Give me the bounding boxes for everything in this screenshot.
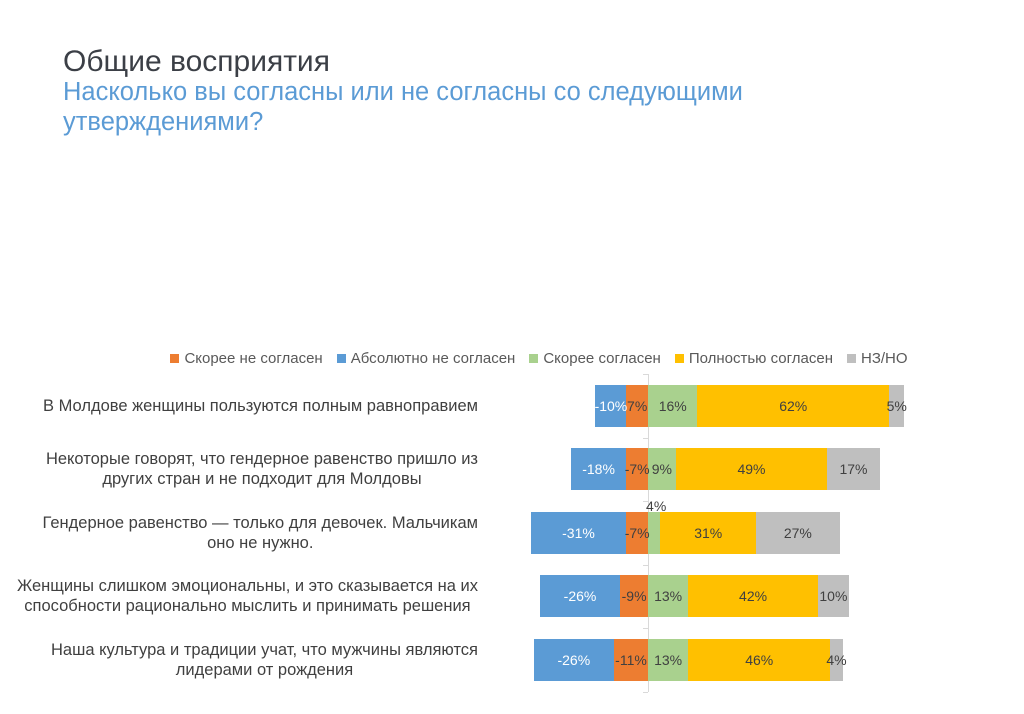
bar-segment xyxy=(614,638,648,681)
legend-label: Скорее не согласен xyxy=(184,349,323,367)
legend-item: Полностью согласен xyxy=(674,349,833,367)
data-label: 13% xyxy=(654,651,683,668)
category-label: Наша культура и традиции учат, что мужчи… xyxy=(50,640,478,679)
legend-label: Абсолютно не согласен xyxy=(350,349,516,367)
data-label: -7% xyxy=(624,524,650,541)
bar-segment xyxy=(626,448,648,491)
bar-segment xyxy=(626,384,648,427)
axis-tick xyxy=(643,374,648,375)
bar-segment xyxy=(817,575,849,618)
category-label: Гендерное равенство — только для девочек… xyxy=(42,513,478,552)
data-label: 4% xyxy=(826,651,847,668)
data-label: -18% xyxy=(582,461,615,478)
bar-segment xyxy=(626,511,648,554)
data-label: -31% xyxy=(562,524,595,541)
bar-segment xyxy=(648,575,689,618)
category-label: В Молдове женщины пользуются полным равн… xyxy=(42,396,478,415)
data-label: 9% xyxy=(651,461,673,478)
slide-title: Общие восприятия xyxy=(63,45,330,78)
legend-swatch-icon xyxy=(529,353,539,363)
bar-segment xyxy=(688,638,831,681)
data-label: 4% xyxy=(646,497,667,514)
data-label: 42% xyxy=(739,588,768,605)
data-label: 46% xyxy=(745,651,774,668)
bar-segment xyxy=(648,448,676,491)
bar-segment xyxy=(648,511,661,554)
bar-segment xyxy=(688,575,818,618)
data-label: 62% xyxy=(779,397,808,414)
axis-tick xyxy=(643,692,648,693)
bar-segment xyxy=(539,575,621,618)
bar-segment xyxy=(570,448,627,491)
data-label: 16% xyxy=(658,397,687,414)
bar-segment xyxy=(530,511,627,554)
bar-segment xyxy=(697,384,890,427)
legend-item: Скорее согласен xyxy=(529,349,661,367)
data-label: 5% xyxy=(886,397,907,414)
data-label: -10% xyxy=(594,397,628,414)
bar-segment xyxy=(595,384,627,427)
bar-segment xyxy=(889,384,905,427)
bar-segment xyxy=(827,448,880,491)
data-label: -26% xyxy=(563,588,597,605)
bar-segment xyxy=(648,384,698,427)
bar-segment xyxy=(620,575,648,618)
data-label: 49% xyxy=(737,461,766,478)
bar-segment xyxy=(830,638,843,681)
legend-swatch-icon xyxy=(674,353,684,363)
data-label: 31% xyxy=(694,524,723,541)
category-label: Женщины слишком эмоциональны, и это сказ… xyxy=(16,577,478,616)
legend-label: Скорее согласен xyxy=(543,349,661,367)
bar-segment xyxy=(648,638,689,681)
legend-label: НЗ/НО xyxy=(860,349,908,367)
data-label: 10% xyxy=(819,588,848,605)
legend-swatch-icon xyxy=(336,353,346,363)
legend-label: Полностью согласен xyxy=(688,349,833,367)
axis-tick xyxy=(643,501,648,502)
legend-item: Скорее не согласен xyxy=(170,349,323,367)
data-label: 17% xyxy=(839,461,868,478)
data-label: 13% xyxy=(654,588,683,605)
chart-legend: Скорее не согласен Абсолютно не согласен С… xyxy=(0,348,1024,368)
category-label: Некоторые говорят, что гендерное равенст… xyxy=(45,450,478,489)
legend-item: Абсолютно не согласен xyxy=(336,349,516,367)
axis-tick xyxy=(643,565,648,566)
legend-swatch-icon xyxy=(170,353,180,363)
axis-tick xyxy=(643,438,648,439)
data-label: -9% xyxy=(621,588,647,605)
slide-subtitle: Насколько вы согласны или не согласны со… xyxy=(63,78,743,136)
data-label: -26% xyxy=(557,651,591,668)
axis-tick xyxy=(643,628,648,629)
data-label: -7% xyxy=(624,461,650,478)
bar-segment xyxy=(533,638,614,681)
data-label: -11% xyxy=(615,651,647,668)
data-label: 7% xyxy=(627,397,648,414)
bar-segment xyxy=(675,448,828,491)
data-label: 27% xyxy=(783,524,812,541)
legend-item: НЗ/НО xyxy=(846,349,908,367)
bar-segment xyxy=(660,511,757,554)
legend-swatch-icon xyxy=(846,353,856,363)
bar-segment xyxy=(756,511,840,554)
